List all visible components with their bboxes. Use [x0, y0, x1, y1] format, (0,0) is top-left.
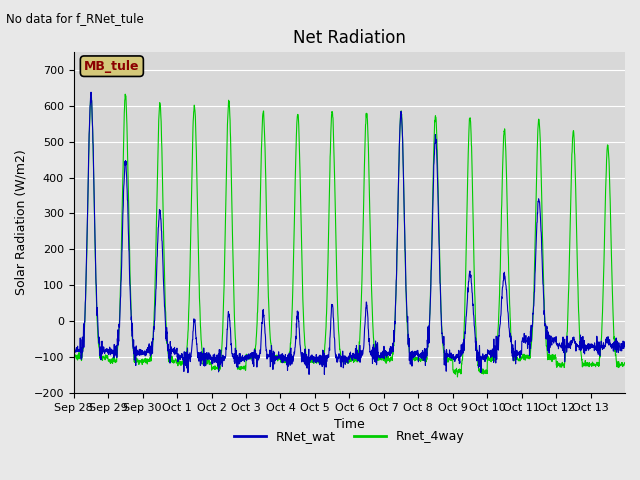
Title: Net Radiation: Net Radiation	[293, 29, 406, 48]
Rnet_4way	[454, 374, 461, 380]
Rnet_4way	[125, 226, 133, 232]
Rnet_4way	[547, 353, 555, 359]
RNet_wat	[244, 356, 252, 361]
RNet_wat	[547, 333, 555, 339]
Text: MB_tule: MB_tule	[84, 60, 140, 72]
RNet_wat	[621, 343, 629, 349]
RNet_wat	[70, 348, 77, 354]
Legend: RNet_wat, Rnet_4way: RNet_wat, Rnet_4way	[230, 425, 469, 448]
X-axis label: Time: Time	[334, 419, 365, 432]
Rnet_4way	[621, 360, 629, 366]
Line: Rnet_4way: Rnet_4way	[74, 94, 625, 377]
RNet_wat	[516, 352, 524, 358]
Rnet_4way	[70, 355, 77, 360]
RNet_wat	[614, 347, 621, 352]
RNet_wat	[87, 89, 95, 95]
Line: RNet_wat: RNet_wat	[74, 92, 625, 374]
Y-axis label: Solar Radiation (W/m2): Solar Radiation (W/m2)	[15, 150, 28, 295]
RNet_wat	[383, 353, 390, 359]
Rnet_4way	[516, 354, 524, 360]
Rnet_4way	[383, 359, 390, 364]
Text: No data for f_RNet_tule: No data for f_RNet_tule	[6, 12, 144, 25]
Rnet_4way	[614, 362, 621, 368]
RNet_wat	[125, 249, 133, 255]
Rnet_4way	[122, 91, 129, 97]
RNet_wat	[305, 372, 313, 377]
Rnet_4way	[244, 353, 252, 359]
